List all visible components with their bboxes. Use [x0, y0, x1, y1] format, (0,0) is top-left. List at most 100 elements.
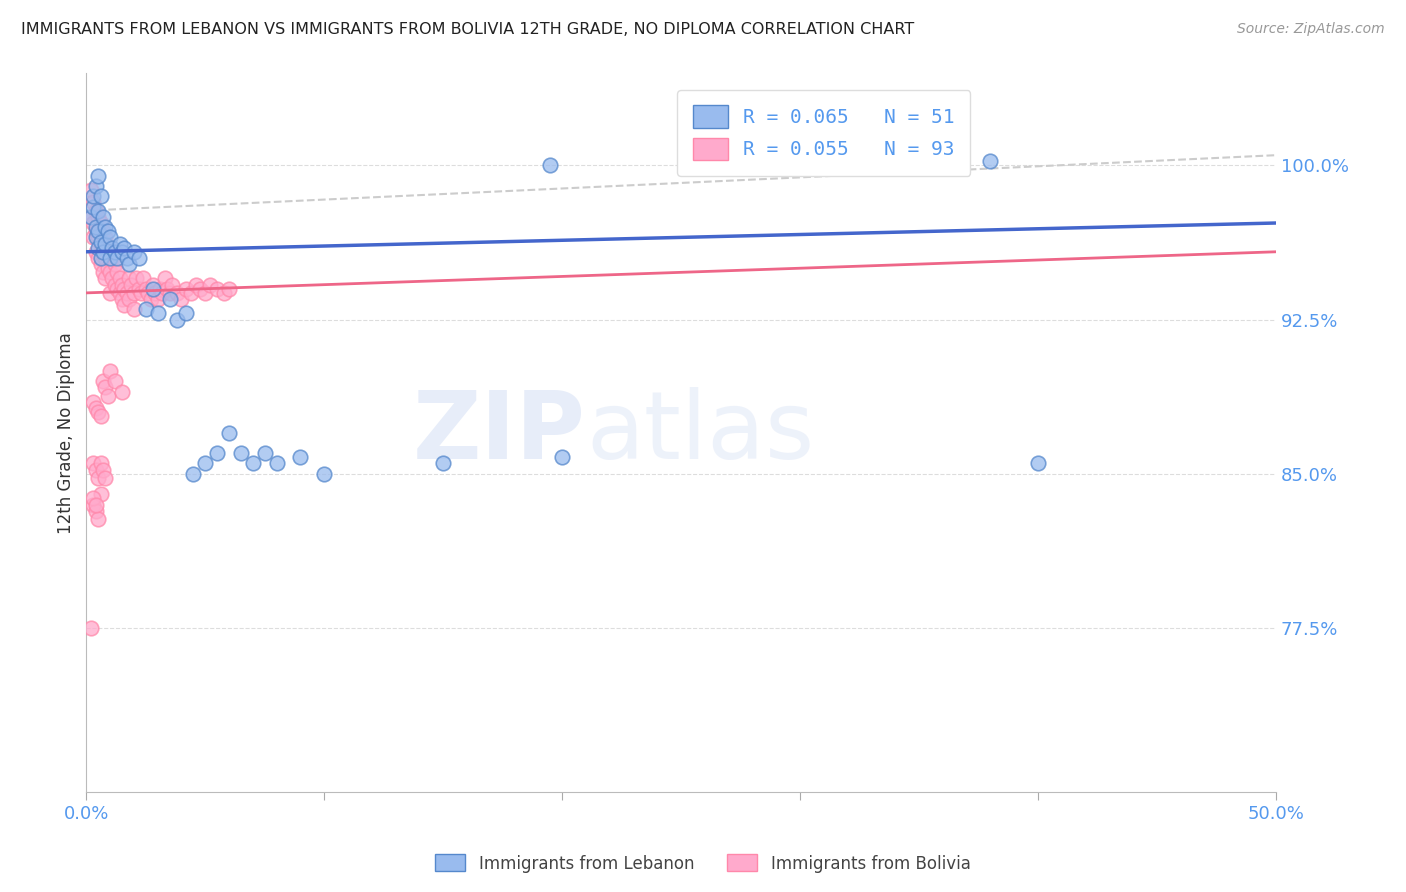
Point	[139, 292, 162, 306]
Point	[122, 285, 145, 300]
Point	[84, 401, 107, 415]
Point	[90, 251, 112, 265]
Point	[104, 244, 127, 259]
Point	[87, 210, 110, 224]
Point	[218, 282, 240, 296]
Legend: R = 0.065   N = 51, R = 0.055   N = 93: R = 0.065 N = 51, R = 0.055 N = 93	[678, 90, 970, 176]
Point	[97, 224, 120, 238]
Point	[538, 158, 561, 172]
Point	[205, 446, 228, 460]
Point	[111, 244, 134, 259]
Point	[118, 271, 141, 285]
Point	[146, 306, 169, 320]
Point	[90, 235, 112, 249]
Point	[94, 220, 117, 235]
Point	[142, 277, 165, 292]
Point	[242, 457, 264, 471]
Point	[166, 312, 188, 326]
Point	[82, 230, 104, 244]
Point	[82, 498, 104, 512]
Point	[84, 504, 107, 518]
Point	[146, 292, 169, 306]
Point	[194, 285, 217, 300]
Point	[82, 195, 104, 210]
Point	[180, 285, 202, 300]
Point	[98, 244, 121, 259]
Y-axis label: 12th Grade, No Diploma: 12th Grade, No Diploma	[58, 332, 75, 533]
Point	[111, 277, 134, 292]
Point	[97, 261, 120, 276]
Point	[90, 457, 112, 471]
Point	[84, 244, 107, 259]
Point	[115, 285, 138, 300]
Point	[101, 241, 124, 255]
Point	[82, 189, 104, 203]
Point	[80, 210, 103, 224]
Point	[91, 244, 114, 259]
Point	[80, 621, 103, 635]
Point	[159, 292, 181, 306]
Point	[156, 282, 179, 296]
Point	[143, 285, 166, 300]
Point	[125, 271, 148, 285]
Point	[253, 446, 276, 460]
Point	[90, 257, 112, 271]
Point	[128, 251, 150, 265]
Point	[214, 285, 236, 300]
Point	[112, 241, 135, 255]
Point	[115, 251, 138, 265]
Point	[90, 409, 112, 424]
Point	[84, 462, 107, 476]
Point	[91, 224, 114, 238]
Point	[183, 467, 205, 481]
Point	[94, 230, 117, 244]
Point	[290, 450, 312, 465]
Point	[94, 251, 117, 265]
Point	[314, 467, 336, 481]
Point	[84, 230, 107, 244]
Point	[142, 282, 165, 296]
Point	[266, 457, 288, 471]
Point	[98, 251, 121, 265]
Point	[170, 292, 193, 306]
Point	[91, 244, 114, 259]
Point	[91, 210, 114, 224]
Point	[432, 457, 454, 471]
Point	[108, 271, 131, 285]
Point	[87, 512, 110, 526]
Point	[91, 374, 114, 388]
Point	[87, 203, 110, 218]
Point	[98, 285, 121, 300]
Point	[135, 302, 157, 317]
Point	[84, 179, 107, 194]
Point	[87, 230, 110, 244]
Point	[132, 271, 155, 285]
Point	[105, 282, 128, 296]
Point	[108, 236, 131, 251]
Point	[90, 236, 112, 251]
Point	[108, 285, 131, 300]
Text: atlas: atlas	[586, 386, 814, 479]
Point	[82, 216, 104, 230]
Point	[94, 236, 117, 251]
Point	[979, 154, 1001, 169]
Point	[205, 282, 228, 296]
Point	[159, 285, 181, 300]
Point	[174, 282, 197, 296]
Point	[174, 306, 197, 320]
Point	[97, 241, 120, 255]
Point	[105, 251, 128, 265]
Point	[98, 265, 121, 279]
Point	[98, 364, 121, 378]
Point	[80, 210, 103, 224]
Point	[149, 282, 172, 296]
Point	[1026, 457, 1049, 471]
Point	[87, 471, 110, 485]
Point	[87, 224, 110, 238]
Point	[91, 462, 114, 476]
Point	[160, 277, 183, 292]
Point	[84, 203, 107, 218]
Point	[101, 251, 124, 265]
Point	[105, 265, 128, 279]
Point	[98, 230, 121, 244]
